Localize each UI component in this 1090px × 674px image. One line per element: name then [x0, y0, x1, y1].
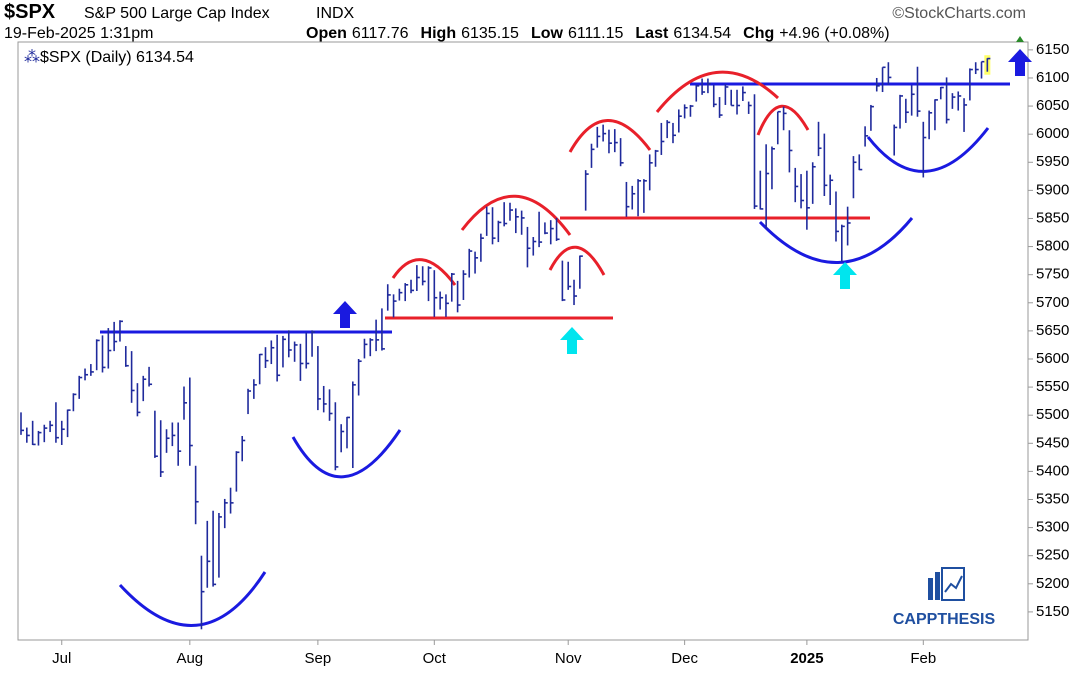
source: ©StockCharts.com — [892, 5, 1026, 22]
quote-label: Last — [635, 25, 669, 42]
arrow — [833, 262, 857, 289]
y-tick-label: 5200 — [1036, 575, 1069, 592]
x-tick-label: Feb — [910, 650, 936, 667]
arc — [866, 127, 990, 173]
exchange: INDX — [316, 5, 355, 22]
y-tick-label: 5350 — [1036, 490, 1069, 507]
quote-value: 6135.15 — [461, 25, 519, 42]
y-tick-label: 5300 — [1036, 519, 1069, 536]
y-tick-label: 5800 — [1036, 238, 1069, 255]
arc — [118, 571, 267, 627]
quote-value: 6111.15 — [568, 25, 624, 42]
logo-line — [944, 575, 963, 593]
y-tick-label: 5950 — [1036, 153, 1069, 170]
x-tick-label: Jul — [52, 650, 71, 667]
y-tick-label: 6100 — [1036, 69, 1069, 86]
arrows — [333, 36, 1032, 354]
x-tick-label: Nov — [555, 650, 582, 667]
y-tick-label: 5250 — [1036, 547, 1069, 564]
quote-label: Open — [306, 25, 347, 42]
symbol: $SPX — [4, 1, 56, 23]
quote-value: 6117.76 — [352, 25, 409, 42]
index-name: S&P 500 Large Cap Index — [84, 5, 270, 22]
arc — [758, 217, 914, 264]
quote-label: Chg — [743, 25, 774, 42]
legend-entry: $SPX (Daily) 6134.54 — [40, 49, 194, 66]
arrow — [1008, 49, 1032, 76]
x-tick-label: Aug — [176, 650, 203, 667]
x-tick-label: Dec — [671, 650, 698, 667]
arc — [548, 245, 606, 276]
quote-value: 6134.54 — [673, 25, 731, 42]
arc — [756, 104, 810, 136]
watermark: CAPPTHESIS — [893, 567, 996, 628]
quote-line: Open 6117.76 High 6135.15 Low 6111.15 Last 6134… — [306, 25, 890, 42]
x-tick-label: Oct — [423, 650, 447, 667]
y-tick-label: 5650 — [1036, 322, 1069, 339]
date-time: 19-Feb-2025 1:31pm — [4, 25, 153, 42]
x-tick-label: Sep — [305, 650, 332, 667]
arc — [291, 429, 402, 479]
quote-label: Low — [531, 25, 564, 42]
legend-icon: ⁂ — [24, 48, 40, 66]
y-tick-label: 5400 — [1036, 462, 1069, 479]
y-tick-label: 6000 — [1036, 125, 1069, 142]
quote-label: High — [421, 25, 457, 42]
arrow — [333, 301, 357, 328]
y-tick-label: 6150 — [1036, 41, 1069, 58]
arc — [391, 258, 457, 286]
y-tick-label: 5700 — [1036, 294, 1069, 311]
y-tick-label: 5550 — [1036, 378, 1069, 395]
logo-bar — [935, 572, 940, 600]
arrow — [560, 327, 584, 354]
logo-box — [941, 567, 965, 601]
y-tick-label: 5450 — [1036, 434, 1069, 451]
x-tick-label: 2025 — [790, 650, 823, 667]
arc — [655, 70, 780, 113]
arc — [568, 119, 652, 153]
up-indicator — [1016, 36, 1024, 42]
y-tick-label: 6050 — [1036, 97, 1069, 114]
y-tick-label: 5500 — [1036, 406, 1069, 423]
y-tick-label: 5750 — [1036, 266, 1069, 283]
plot-frame — [17, 41, 1029, 641]
quote-value: +4.96 (+0.08%) — [779, 25, 889, 42]
y-tick-label: 5900 — [1036, 181, 1069, 198]
watermark-text: CAPPTHESIS — [893, 611, 996, 628]
logo-bar — [928, 578, 933, 600]
y-tick-label: 5850 — [1036, 209, 1069, 226]
y-tick-label: 5600 — [1036, 350, 1069, 367]
price-bars — [20, 55, 991, 630]
y-tick-label: 5150 — [1036, 603, 1069, 620]
